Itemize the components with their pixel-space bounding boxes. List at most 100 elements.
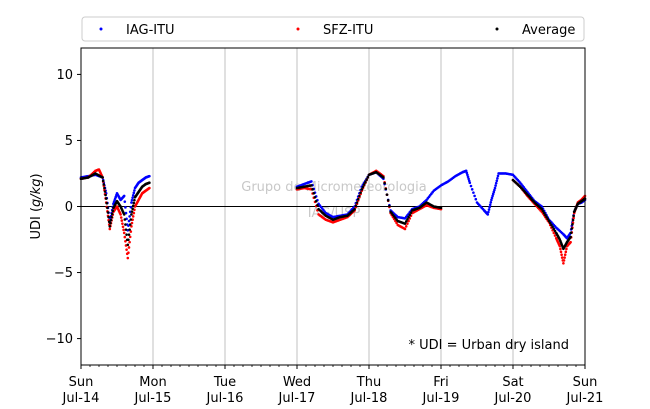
legend-marker: [296, 27, 300, 31]
x-tick-date: Jul-20: [494, 391, 532, 406]
data-point: [490, 198, 493, 202]
data-point: [131, 207, 134, 211]
data-point: [571, 218, 575, 222]
data-point: [106, 206, 109, 210]
data-point: [314, 199, 318, 203]
data-point: [123, 235, 127, 239]
data-point: [122, 231, 126, 235]
data-point: [489, 201, 493, 204]
data-point: [569, 231, 573, 234]
data-point: [104, 197, 108, 200]
data-point: [133, 198, 136, 202]
legend-label: SFZ-ITU: [323, 23, 373, 38]
data-point: [126, 243, 130, 247]
data-point: [407, 215, 410, 219]
data-point: [148, 181, 151, 185]
data-point: [312, 191, 316, 195]
data-point: [128, 240, 131, 244]
data-point: [128, 215, 131, 218]
data-point: [366, 175, 370, 179]
data-point: [360, 188, 364, 191]
data-point: [493, 186, 497, 190]
data-point: [127, 251, 130, 255]
data-point: [110, 212, 114, 216]
data-point: [473, 194, 476, 198]
data-point: [551, 225, 554, 229]
data-point: [486, 213, 490, 216]
data-point: [355, 201, 359, 204]
data-point: [129, 205, 133, 209]
data-point: [361, 185, 365, 189]
data-point: [382, 176, 385, 179]
data-point: [560, 253, 563, 257]
x-tick-day: Sun: [573, 375, 598, 390]
data-point: [571, 223, 574, 226]
data-point: [127, 246, 131, 249]
data-point: [123, 218, 127, 221]
data-point: [466, 173, 469, 177]
data-point: [406, 217, 409, 221]
data-point: [148, 174, 151, 178]
data-point: [354, 204, 358, 208]
data-point: [126, 256, 130, 260]
data-point: [493, 188, 496, 192]
legend-label: IAG-ITU: [126, 23, 175, 38]
legend-item-average: Average: [495, 23, 575, 38]
y-axis-label-var: g/kg: [29, 179, 44, 207]
data-point: [131, 204, 135, 208]
data-point: [356, 197, 360, 201]
data-point: [565, 247, 568, 251]
data-point: [125, 248, 128, 251]
data-point: [123, 200, 127, 203]
data-point: [386, 199, 390, 202]
watermark-line-1: Grupo de Micrometeorologia: [241, 180, 427, 195]
watermark: Grupo de Micrometeorologia IAG/USP: [241, 180, 427, 221]
data-point: [103, 186, 106, 190]
data-point: [487, 208, 491, 211]
data-point: [472, 191, 475, 194]
data-point: [558, 244, 562, 248]
series-average: [79, 170, 587, 251]
y-tick-label: 10: [56, 68, 73, 83]
data-point: [467, 179, 471, 183]
legend-label: Average: [522, 23, 575, 38]
data-point: [311, 188, 314, 191]
data-point: [103, 190, 107, 193]
x-tick-day: Sun: [69, 375, 94, 390]
data-point: [130, 201, 133, 204]
data-point: [124, 239, 127, 243]
data-point: [124, 206, 127, 209]
data-point: [132, 201, 136, 205]
y-axis-ticks: −10 −5 0 5 10: [46, 68, 81, 347]
data-point: [132, 191, 136, 195]
data-point: [491, 192, 495, 196]
data-point: [131, 215, 135, 218]
x-tick-day: Thu: [356, 375, 381, 390]
data-point: [546, 217, 550, 221]
y-tick-label: 5: [65, 134, 73, 149]
legend-item-sfz-itu: SFZ-ITU: [296, 23, 373, 38]
data-point: [128, 235, 132, 239]
data-point: [104, 193, 107, 197]
data-point: [128, 223, 132, 226]
data-point: [404, 220, 408, 223]
data-point: [550, 223, 553, 227]
data-point: [385, 193, 389, 196]
y-tick-label: 0: [65, 200, 73, 215]
data-point: [106, 211, 110, 214]
data-point: [569, 235, 572, 239]
data-point: [101, 179, 105, 183]
data-point: [358, 194, 361, 198]
data-point: [465, 171, 469, 175]
data-point: [404, 225, 408, 228]
data-point: [110, 215, 113, 219]
data-point: [130, 210, 134, 213]
data-point: [544, 213, 547, 217]
data-point: [128, 228, 131, 231]
data-point: [353, 207, 356, 211]
data-point: [133, 189, 136, 192]
data-point: [570, 227, 574, 230]
data-point: [572, 216, 575, 220]
data-point: [101, 176, 104, 179]
